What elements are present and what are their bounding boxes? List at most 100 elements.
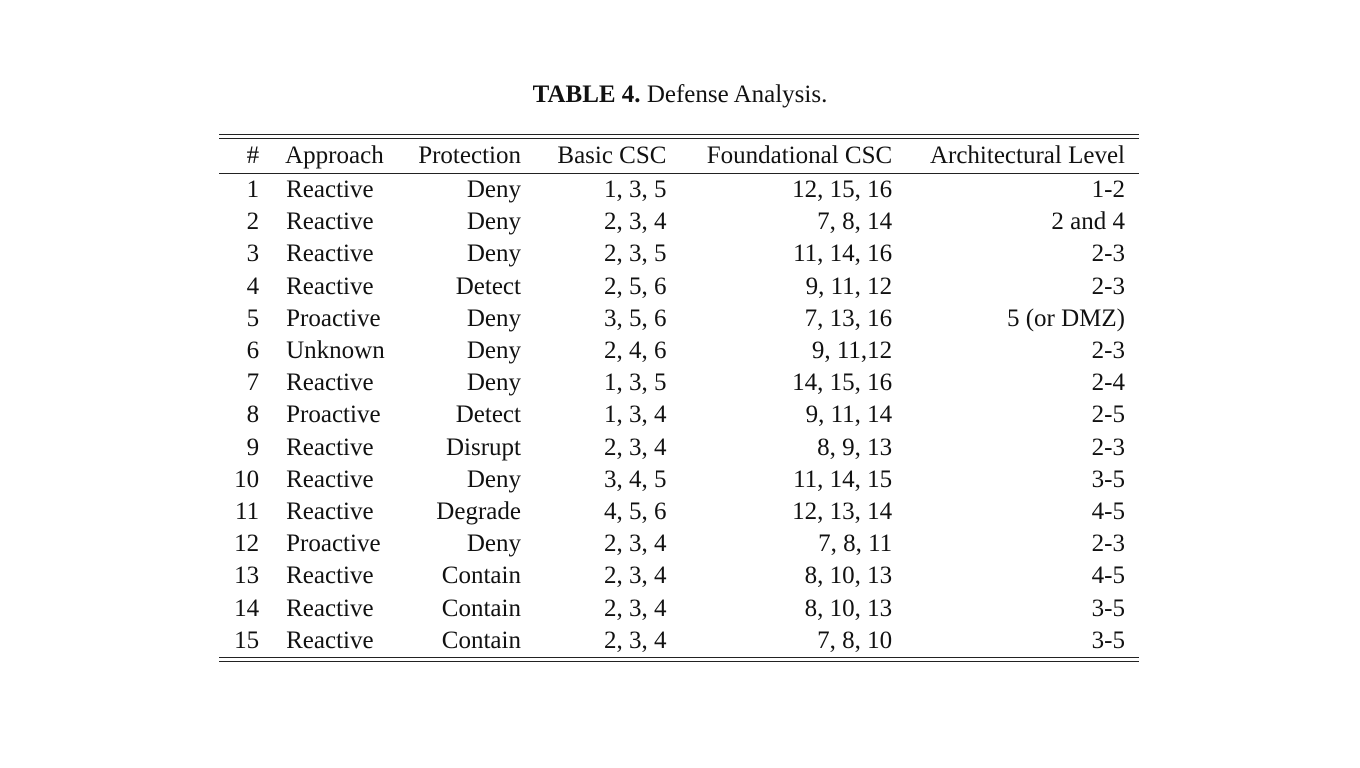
row-foundational-csc: 7, 13, 16 xyxy=(804,304,893,332)
row-architectural-level: 2 and 4 xyxy=(1051,208,1125,236)
row-approach: Reactive xyxy=(286,433,374,461)
row-number: 8 xyxy=(246,401,260,429)
row-approach: Reactive xyxy=(286,497,374,525)
row-number: 3 xyxy=(246,240,260,268)
row-basic-csc: 3, 4, 5 xyxy=(603,465,667,493)
row-basic-csc: 2, 3, 4 xyxy=(603,433,667,461)
table-row: 6 Unknown Deny 2, 4, 6 9, 11,12 2-3 xyxy=(219,335,1139,367)
row-protection: Deny xyxy=(466,208,521,236)
top-rule xyxy=(219,134,1139,139)
row-approach: Reactive xyxy=(286,369,374,397)
table-row: 1 Reactive Deny 1, 3, 5 12, 15, 16 1-2 xyxy=(219,173,1139,207)
row-basic-csc: 2, 4, 6 xyxy=(603,337,667,365)
row-basic-csc: 3, 5, 6 xyxy=(603,304,667,332)
header-architectural-level: Architectural Level xyxy=(929,142,1125,169)
row-basic-csc: 1, 3, 4 xyxy=(603,401,667,429)
row-approach: Reactive xyxy=(286,208,374,236)
row-protection: Detect xyxy=(455,401,521,429)
row-basic-csc: 2, 5, 6 xyxy=(603,272,667,300)
header-foundational-csc: Foundational CSC xyxy=(706,142,893,169)
row-basic-csc: 2, 3, 4 xyxy=(603,530,667,558)
row-approach: Proactive xyxy=(286,530,381,558)
row-approach: Reactive xyxy=(286,594,374,622)
row-foundational-csc: 7, 8, 14 xyxy=(817,208,893,236)
row-number: 10 xyxy=(234,465,260,493)
row-foundational-csc: 9, 11,12 xyxy=(811,337,893,365)
row-architectural-level: 1-2 xyxy=(892,173,1139,207)
row-approach: Reactive xyxy=(286,240,374,268)
row-architectural-level: 2-3 xyxy=(1091,530,1125,558)
row-architectural-level: 2-3 xyxy=(1091,240,1125,268)
row-approach: Reactive xyxy=(286,626,374,654)
header-approach: Approach xyxy=(285,142,384,169)
row-approach: Proactive xyxy=(286,304,381,332)
row-foundational-csc: 9, 11, 14 xyxy=(805,401,893,429)
row-basic-csc: 1, 3, 5 xyxy=(603,369,667,397)
row-number: 5 xyxy=(246,304,260,332)
row-approach: Reactive xyxy=(286,562,374,590)
row-number: 7 xyxy=(246,369,260,397)
table-row: 9 Reactive Disrupt 2, 3, 4 8, 9, 13 2-3 xyxy=(219,432,1139,464)
table-row: 2 Reactive Deny 2, 3, 4 7, 8, 14 2 and 4 xyxy=(219,206,1139,238)
row-protection: Deny xyxy=(466,530,521,558)
row-approach: Reactive xyxy=(286,272,374,300)
table-body: 1 Reactive Deny 1, 3, 5 12, 15, 16 1-2 2 Reacti… xyxy=(219,173,1139,657)
row-approach: Unknown xyxy=(286,337,385,365)
row-approach: Reactive xyxy=(286,465,374,493)
row-foundational-csc: 11, 14, 16 xyxy=(793,240,893,268)
row-foundational-csc: 7, 8, 10 xyxy=(817,626,893,654)
row-architectural-level: 4-5 xyxy=(1091,562,1125,590)
row-number: 14 xyxy=(234,594,260,622)
row-protection: Detect xyxy=(455,272,521,300)
row-foundational-csc: 11, 14, 15 xyxy=(793,465,893,493)
row-protection: Deny xyxy=(466,465,521,493)
header-protection: Protection xyxy=(418,142,521,169)
caption-label: TABLE 4. xyxy=(532,81,641,108)
row-architectural-level: 2-4 xyxy=(1091,369,1125,397)
row-protection: Deny xyxy=(466,369,521,397)
row-foundational-csc: 14, 15, 16 xyxy=(792,369,893,397)
table-row: 3 Reactive Deny 2, 3, 5 11, 14, 16 2-3 xyxy=(219,238,1139,270)
row-approach: Proactive xyxy=(286,401,381,429)
row-protection: Deny xyxy=(466,337,521,365)
row-basic-csc: 2, 3, 5 xyxy=(603,240,667,268)
table-row: 10 Reactive Deny 3, 4, 5 11, 14, 15 3-5 xyxy=(219,464,1139,496)
row-basic-csc: 2, 3, 4 xyxy=(603,594,667,622)
row-architectural-level: 4-5 xyxy=(1091,497,1125,525)
row-number: 15 xyxy=(234,626,260,654)
row-architectural-level: 3-5 xyxy=(1091,594,1125,622)
row-protection: Contain xyxy=(441,626,521,654)
table-row: 15 Reactive Contain 2, 3, 4 7, 8, 10 3-5 xyxy=(219,625,1139,657)
bottom-rule xyxy=(219,656,1139,662)
row-basic-csc: 4, 5, 6 xyxy=(603,497,667,525)
row-number: 1 xyxy=(219,173,260,207)
row-foundational-csc: 7, 8, 11 xyxy=(818,530,893,558)
row-basic-csc: 2, 3, 4 xyxy=(603,626,667,654)
row-number: 13 xyxy=(234,562,260,590)
row-number: 9 xyxy=(246,433,260,461)
row-number: 4 xyxy=(246,272,260,300)
row-architectural-level: 2-3 xyxy=(1091,337,1125,365)
defense-analysis-table: # Approach Protection Basic CSC Foundati… xyxy=(219,134,1139,662)
row-protection: Contain xyxy=(441,594,521,622)
table-row: 13 Reactive Contain 2, 3, 4 8, 10, 13 4-5 xyxy=(219,560,1139,592)
row-protection: Deny xyxy=(466,304,521,332)
row-number: 12 xyxy=(234,530,260,558)
table-row: 4 Reactive Detect 2, 5, 6 9, 11, 12 2-3 xyxy=(219,271,1139,303)
table-row: 12 Proactive Deny 2, 3, 4 7, 8, 11 2-3 xyxy=(219,528,1139,560)
row-architectural-level: 3-5 xyxy=(1091,626,1125,654)
data-table: # Approach Protection Basic CSC Foundati… xyxy=(219,139,1139,657)
table-row: 11 Reactive Degrade 4, 5, 6 12, 13, 14 4-5 xyxy=(219,496,1139,528)
row-number: 6 xyxy=(246,337,260,365)
table-row: 8 Proactive Detect 1, 3, 4 9, 11, 14 2-5 xyxy=(219,399,1139,431)
header-basic-csc: Basic CSC xyxy=(557,142,667,169)
row-protection: Deny xyxy=(466,240,521,268)
row-foundational-csc: 8, 10, 13 xyxy=(804,594,893,622)
table-row: 5 Proactive Deny 3, 5, 6 7, 13, 16 5 (or DMZ) xyxy=(219,303,1139,335)
row-protection: Contain xyxy=(441,562,521,590)
table-row: 7 Reactive Deny 1, 3, 5 14, 15, 16 2-4 xyxy=(219,367,1139,399)
row-basic-csc: 2, 3, 4 xyxy=(603,562,667,590)
header-row: # Approach Protection Basic CSC Foundati… xyxy=(219,139,1139,174)
row-protection: Degrade xyxy=(436,497,521,525)
row-foundational-csc: 9, 11, 12 xyxy=(805,272,893,300)
